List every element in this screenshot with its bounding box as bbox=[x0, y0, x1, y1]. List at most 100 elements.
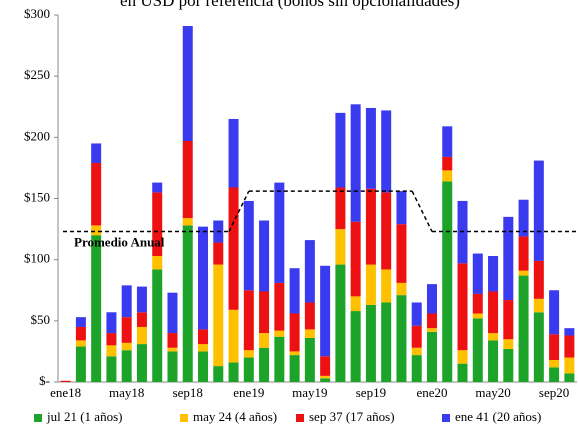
x-tick-label: ene20 bbox=[416, 385, 447, 400]
legend-swatch bbox=[442, 414, 450, 422]
bar-segment bbox=[243, 357, 254, 382]
average-connector bbox=[228, 190, 250, 232]
bar-segment bbox=[228, 309, 239, 363]
bar-segment bbox=[182, 225, 193, 382]
bar-segment bbox=[564, 357, 575, 374]
bar-segment bbox=[136, 326, 147, 345]
bar-segment bbox=[564, 373, 575, 382]
bar-segment bbox=[549, 334, 560, 360]
bar-segment bbox=[91, 235, 102, 382]
bar-segment bbox=[549, 359, 560, 368]
bar-segment bbox=[320, 265, 331, 357]
bar-segment bbox=[549, 290, 560, 335]
bar-segment bbox=[320, 356, 331, 376]
bar-segment bbox=[198, 329, 209, 345]
bar-segment bbox=[152, 255, 163, 270]
bar-segment bbox=[335, 264, 346, 382]
bar-segment bbox=[472, 318, 483, 382]
bar-segment bbox=[75, 340, 86, 347]
bar-segment bbox=[213, 264, 224, 367]
bar-segment bbox=[442, 181, 453, 382]
bar-segment bbox=[457, 363, 468, 382]
bar-segment bbox=[106, 356, 117, 382]
bar-segment bbox=[320, 378, 331, 382]
bar-segment bbox=[350, 311, 361, 382]
bar-segment bbox=[350, 221, 361, 297]
bar-segment bbox=[518, 275, 529, 382]
bar-segment bbox=[121, 342, 132, 351]
bar-segment bbox=[152, 192, 163, 256]
bar-segment bbox=[274, 282, 285, 331]
legend-swatch bbox=[296, 414, 304, 422]
bar-segment bbox=[304, 240, 315, 303]
bar-segment bbox=[442, 126, 453, 157]
bar-segment bbox=[381, 110, 392, 193]
bar-segment bbox=[198, 226, 209, 330]
bar-segment bbox=[335, 229, 346, 265]
y-tick-label: $300 bbox=[24, 6, 50, 21]
bar-segment bbox=[167, 351, 178, 382]
bar-segment bbox=[488, 333, 499, 341]
bar-segment bbox=[121, 350, 132, 382]
x-tick-label: sep20 bbox=[539, 385, 569, 400]
bar-segment bbox=[381, 302, 392, 382]
bar-segment bbox=[182, 141, 193, 219]
bar-segment bbox=[228, 187, 239, 310]
bar-segment bbox=[503, 339, 514, 349]
bar-segment bbox=[182, 218, 193, 226]
bar-segment bbox=[167, 333, 178, 348]
legend-label: sep 37 (17 años) bbox=[309, 409, 395, 424]
bar-segment bbox=[213, 366, 224, 382]
bar-segment bbox=[426, 331, 437, 382]
bar-segment bbox=[243, 350, 254, 358]
bar-segment bbox=[167, 292, 178, 334]
bar-segment bbox=[564, 335, 575, 358]
bar-segment bbox=[136, 312, 147, 327]
bar-segment bbox=[381, 269, 392, 303]
bar-segment bbox=[106, 333, 117, 346]
bar-segment bbox=[518, 236, 529, 271]
bar-segment bbox=[121, 285, 132, 318]
bar-segment bbox=[198, 351, 209, 382]
bar-segment bbox=[289, 313, 300, 352]
bar-segment bbox=[335, 112, 346, 188]
bar-segment bbox=[488, 291, 499, 334]
y-tick-label: $150 bbox=[24, 189, 50, 204]
bar-segment bbox=[304, 302, 315, 330]
bar-segment bbox=[426, 313, 437, 329]
average-connector bbox=[411, 190, 433, 232]
x-tick-label: ene18 bbox=[50, 385, 81, 400]
bar-segment bbox=[442, 170, 453, 182]
bar-segment bbox=[228, 118, 239, 188]
bar-segment bbox=[75, 317, 86, 327]
bar-segment bbox=[289, 351, 300, 356]
bar-segment bbox=[182, 26, 193, 142]
bar-segment bbox=[320, 375, 331, 379]
bar-segment bbox=[289, 355, 300, 382]
bar-segment bbox=[457, 263, 468, 351]
legend-swatch bbox=[34, 414, 42, 422]
chart-title: en USD por referencia (bonos sin opciona… bbox=[120, 0, 460, 10]
y-tick-label: $- bbox=[39, 373, 50, 388]
bar-segment bbox=[518, 270, 529, 276]
bar-segment bbox=[365, 264, 376, 305]
bar-segment bbox=[106, 345, 117, 357]
bar-segment bbox=[91, 163, 102, 226]
y-tick-label: $200 bbox=[24, 128, 50, 143]
bar-segment bbox=[350, 104, 361, 222]
y-tick-label: $50 bbox=[31, 312, 51, 327]
bar-segment bbox=[289, 268, 300, 314]
bar-segment bbox=[472, 253, 483, 294]
bar-segment bbox=[381, 192, 392, 270]
bar-segment bbox=[533, 312, 544, 382]
bar-segment bbox=[396, 224, 407, 283]
bar-segment bbox=[503, 300, 514, 340]
bar-segment bbox=[426, 328, 437, 332]
bar-segment bbox=[549, 367, 560, 382]
bar-segment bbox=[274, 182, 285, 283]
bar-segment bbox=[259, 220, 270, 292]
x-tick-label: sep18 bbox=[173, 385, 203, 400]
bar-segment bbox=[75, 346, 86, 382]
